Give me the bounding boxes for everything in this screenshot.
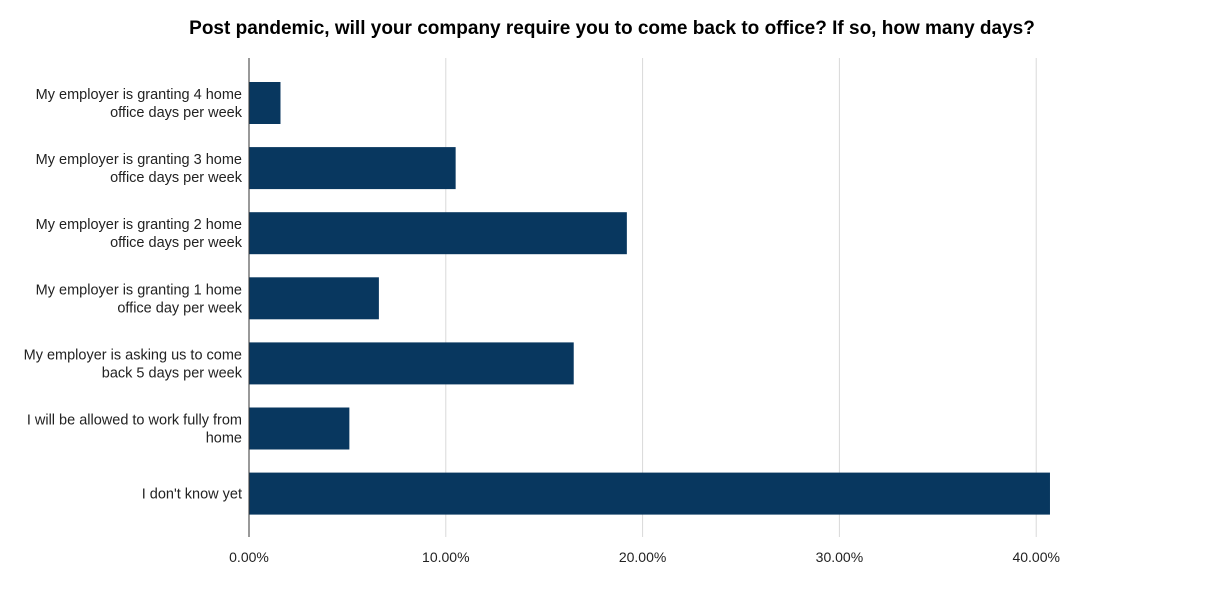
x-tick-label: 20.00% <box>619 549 666 565</box>
bar <box>249 277 379 320</box>
category-label: My employer is asking us to come <box>24 347 242 363</box>
category-label: My employer is granting 2 home <box>36 217 242 233</box>
x-tick-label: 0.00% <box>229 549 269 565</box>
x-tick-label: 40.00% <box>1012 549 1059 565</box>
x-tick-label: 10.00% <box>422 549 469 565</box>
x-axis-ticks: 0.00% 10.00% 20.00% 30.00% 40.00% <box>229 549 1060 565</box>
category-label: I will be allowed to work fully from <box>27 413 242 429</box>
category-label: office days per week <box>110 235 243 251</box>
chart-title: Post pandemic, will your company require… <box>189 18 1035 39</box>
bars <box>249 82 1050 515</box>
category-label: I don't know yet <box>142 487 242 503</box>
bar <box>249 212 627 255</box>
bar <box>249 407 350 450</box>
bar <box>249 147 456 190</box>
category-label: My employer is granting 3 home <box>36 152 242 168</box>
category-label: My employer is granting 1 home <box>36 282 242 298</box>
bar <box>249 342 574 385</box>
category-label: office days per week <box>110 170 243 186</box>
gridlines <box>445 58 1037 537</box>
category-labels: My employer is granting 4 home office day… <box>24 87 243 503</box>
category-label: home <box>206 431 242 447</box>
category-label: office days per week <box>110 105 243 121</box>
category-label: back 5 days per week <box>102 365 243 381</box>
bar <box>249 82 281 124</box>
category-label: office day per week <box>117 300 242 316</box>
bar <box>249 472 1050 515</box>
x-tick-label: 30.00% <box>816 549 863 565</box>
category-label: My employer is granting 4 home <box>36 87 242 103</box>
